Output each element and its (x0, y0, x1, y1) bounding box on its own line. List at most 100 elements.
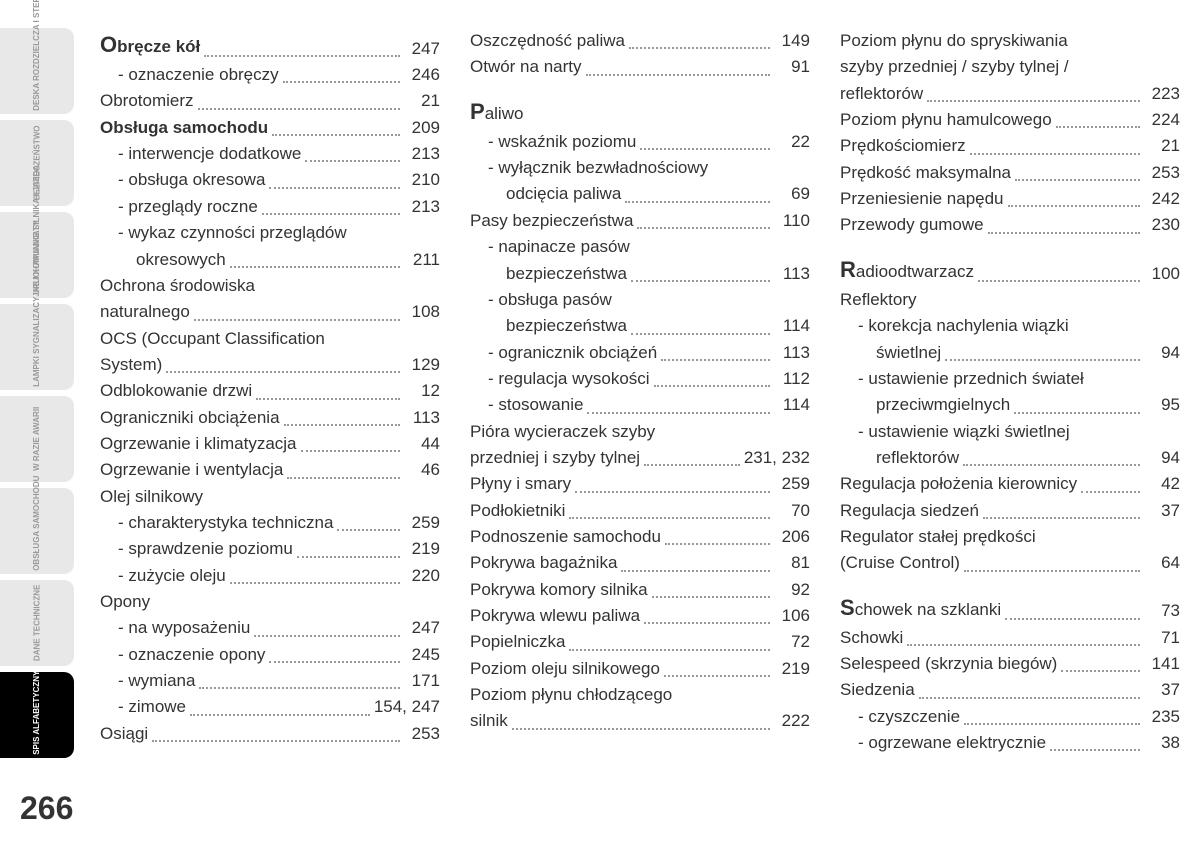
index-entry: bezpieczeństwa114 (470, 313, 810, 339)
index-entry: Przeniesienie napędu242 (840, 186, 1180, 212)
leader-dots (272, 134, 400, 136)
index-entry-label: Przewody gumowe (840, 212, 984, 238)
drop-cap: R (840, 257, 856, 282)
leader-dots (569, 517, 770, 519)
leader-dots (644, 464, 740, 466)
leader-dots (664, 675, 770, 677)
index-entry: szyby przedniej / szyby tylnej / (840, 54, 1180, 80)
index-entry: - na wyposażeniu247 (100, 615, 440, 641)
index-entry: - oznaczenie obręczy246 (100, 62, 440, 88)
leader-dots (654, 385, 770, 387)
index-entry-label: Opony (100, 589, 150, 615)
index-entry-label: Schowki (840, 625, 903, 651)
leader-dots (1061, 670, 1140, 672)
index-entry-page: 149 (774, 28, 810, 54)
leader-dots (301, 450, 400, 452)
sidebar-tab-6[interactable]: DANE TECHNICZNE (0, 580, 74, 666)
index-entry-page: 213 (404, 194, 440, 220)
index-entry-page: 206 (774, 524, 810, 550)
index-entry: Ogrzewanie i klimatyzacja44 (100, 431, 440, 457)
index-entry: Osiągi253 (100, 721, 440, 747)
index-entry-label: Poziom płynu chłodzącego (470, 682, 672, 708)
index-entry-page: 213 (404, 141, 440, 167)
index-entry-label: - ustawienie wiązki świetlnej (858, 419, 1070, 445)
index-entry: Ograniczniki obciążenia113 (100, 405, 440, 431)
index-entry: - sprawdzenie poziomu219 (100, 536, 440, 562)
index-entry-label: - wymiana (118, 668, 195, 694)
index-entry-label: - obsługa pasów (488, 287, 612, 313)
index-entry: Podłokietniki70 (470, 498, 810, 524)
index-entry-label: Prędkość maksymalna (840, 160, 1011, 186)
leader-dots (964, 723, 1140, 725)
leader-dots (1056, 126, 1140, 128)
index-entry-label: Obsługa samochodu (100, 115, 268, 141)
index-entry-label: Pokrywa bagażnika (470, 550, 617, 576)
drop-cap: P (470, 99, 485, 124)
index-entry: przedniej i szyby tylnej231, 232 (470, 445, 810, 471)
index-entry-page: 113 (774, 261, 810, 287)
index-entry: - regulacja wysokości112 (470, 366, 810, 392)
leader-dots (262, 213, 400, 215)
index-entry: OCS (Occupant Classification (100, 326, 440, 352)
index-entry-page: 12 (404, 378, 440, 404)
sidebar-tab-label: SPIS ALFABETYCZNY (32, 675, 42, 755)
index-entry-label: Podłokietniki (470, 498, 565, 524)
index-entry: naturalnego108 (100, 299, 440, 325)
index-content: Obręcze kół247- oznaczenie obręczy246Obr… (100, 28, 1180, 787)
index-entry-label: - regulacja wysokości (488, 366, 650, 392)
index-entry-page: 64 (1144, 550, 1180, 576)
index-entry-label: OCS (Occupant Classification (100, 326, 325, 352)
index-entry-label: przeciwmgielnych (858, 392, 1010, 418)
leader-dots (297, 556, 400, 558)
sidebar-tab-4[interactable]: W RAZIE AWARII (0, 396, 74, 482)
index-entry-page: 113 (774, 340, 810, 366)
index-entry-page: 247 (404, 36, 440, 62)
leader-dots (661, 359, 770, 361)
index-entry: - wymiana 171 (100, 668, 440, 694)
index-entry-label: System) (100, 352, 162, 378)
index-entry-page: 171 (404, 668, 440, 694)
index-entry: Poziom płynu chłodzącego (470, 682, 810, 708)
leader-dots (919, 697, 1140, 699)
leader-dots (640, 148, 770, 150)
sidebar-tab-3[interactable]: LAMPKI SYGNALIZACYJNE I KOMUNIKATY (0, 304, 74, 390)
index-entry-page: 219 (404, 536, 440, 562)
index-entry: Poziom płynu hamulcowego224 (840, 107, 1180, 133)
index-entry-label: Popielniczka (470, 629, 565, 655)
index-entry-label: Przeniesienie napędu (840, 186, 1004, 212)
sidebar-tab-0[interactable]: DESKA ROZDZIELCZA I STEROWANIE (0, 28, 74, 114)
index-entry: - ustawienie wiązki świetlnej (840, 419, 1180, 445)
index-entry-label: - oznaczenie opony (118, 642, 265, 668)
leader-dots (625, 201, 770, 203)
index-entry: - oznaczenie opony245 (100, 642, 440, 668)
index-entry: Obręcze kół247 (100, 28, 440, 62)
index-entry-label: Reflektory (840, 287, 917, 313)
index-entry: - korekcja nachylenia wiązki (840, 313, 1180, 339)
index-entry-label: - korekcja nachylenia wiązki (858, 313, 1069, 339)
sidebar-tab-7[interactable]: SPIS ALFABETYCZNY (0, 672, 74, 758)
leader-dots (305, 160, 400, 162)
index-entry-label: szyby przedniej / szyby tylnej / (840, 54, 1069, 80)
index-entry-label: Ogrzewanie i klimatyzacja (100, 431, 297, 457)
index-entry: Ochrona środowiska (100, 273, 440, 299)
index-entry: - stosowanie114 (470, 392, 810, 418)
index-column-2: Poziom płynu do spryskiwaniaszyby przedn… (840, 28, 1180, 787)
index-entry: silnik222 (470, 708, 810, 734)
index-entry-page: 91 (774, 54, 810, 80)
index-entry: okresowych211 (100, 247, 440, 273)
index-entry: Regulator stałej prędkości (840, 524, 1180, 550)
index-entry-label: bezpieczeństwa (488, 313, 627, 339)
index-entry-label: Selespeed (skrzynia biegów) (840, 651, 1057, 677)
index-entry-label: okresowych (118, 247, 226, 273)
index-entry: Olej silnikowy (100, 484, 440, 510)
leader-dots (652, 596, 770, 598)
index-entry: reflektorów223 (840, 81, 1180, 107)
index-entry-label: - oznaczenie obręczy (118, 62, 279, 88)
leader-dots (964, 570, 1140, 572)
index-entry-label: - wskaźnik poziomu (488, 129, 636, 155)
index-entry-label: Obrotomierz (100, 88, 194, 114)
index-entry: - zużycie oleju220 (100, 563, 440, 589)
index-entry-page: 21 (1144, 133, 1180, 159)
leader-dots (575, 491, 770, 493)
sidebar-tab-5[interactable]: OBSŁUGA SAMOCHODU (0, 488, 74, 574)
